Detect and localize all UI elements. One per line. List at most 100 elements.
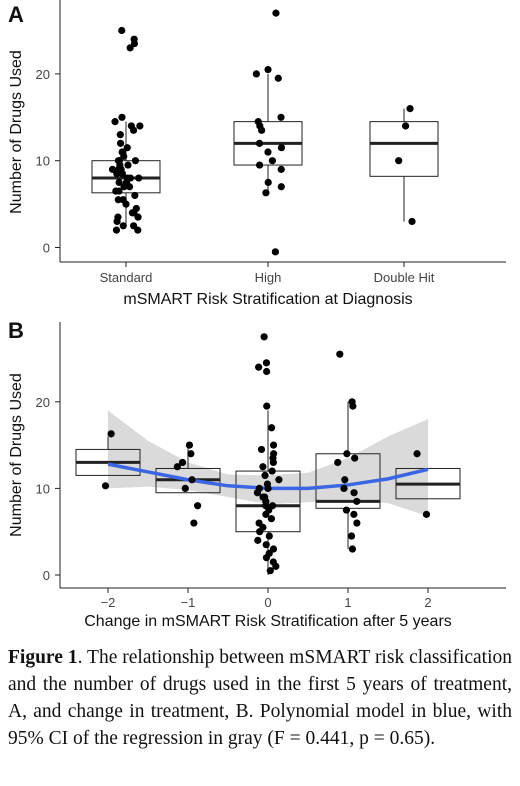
data-point <box>274 74 282 82</box>
panel-b-x-tick-label: −1 <box>181 595 196 610</box>
data-point <box>343 450 351 458</box>
data-point <box>125 183 134 191</box>
data-point <box>342 506 350 514</box>
data-point <box>134 213 142 221</box>
data-point <box>264 484 272 492</box>
data-point <box>261 471 269 480</box>
data-point <box>262 510 270 518</box>
data-point <box>266 567 274 575</box>
data-point <box>116 139 125 147</box>
data-point <box>395 157 403 165</box>
data-point <box>263 367 271 376</box>
data-point <box>113 217 121 226</box>
panel-a: A 0 10 20 Standard High Double Hit mSMART Ri… <box>8 0 506 308</box>
data-point <box>112 187 120 195</box>
data-point <box>134 226 142 234</box>
data-point <box>257 445 266 454</box>
panel-b-boxes <box>75 401 461 575</box>
data-point <box>351 454 359 462</box>
panel-a-x-tick-label: Standard <box>100 270 153 285</box>
data-point <box>118 26 126 35</box>
data-point <box>118 170 127 178</box>
data-point <box>187 450 195 458</box>
panel-a-y-ticks: 0 10 20 <box>36 67 60 256</box>
data-point <box>271 248 279 256</box>
panel-a-y-label: Number of Drugs Used <box>8 50 25 214</box>
data-point <box>413 450 421 458</box>
data-point <box>194 502 202 510</box>
data-point <box>253 489 262 497</box>
data-point <box>118 113 126 121</box>
data-point <box>408 217 416 226</box>
data-point <box>188 476 196 484</box>
panel-b-x-tick-label: −2 <box>101 595 116 610</box>
data-point <box>275 476 283 484</box>
data-point <box>267 515 275 523</box>
panel-b-y-tick-label: 0 <box>43 568 50 583</box>
panel-b-x-tick-label: 0 <box>264 595 271 610</box>
data-point <box>190 519 198 527</box>
data-point <box>255 363 263 371</box>
data-point <box>254 536 262 544</box>
data-point <box>268 157 276 165</box>
data-point <box>268 424 276 432</box>
caption-text: . The relationship between mSMART risk c… <box>8 647 513 749</box>
data-point <box>350 489 358 497</box>
panel-a-label: A <box>8 2 24 27</box>
data-point <box>111 118 119 126</box>
panel-b-label: B <box>8 318 24 343</box>
data-point <box>136 122 144 130</box>
panel-a-x-label: mSMART Risk Stratification at Diagnosis <box>123 291 412 308</box>
data-point <box>185 441 194 449</box>
caption-figure-number: Figure 1 <box>8 647 78 668</box>
data-point <box>277 165 285 173</box>
data-point <box>353 497 361 505</box>
panel-b-x-tick-label: 1 <box>344 595 351 610</box>
data-point <box>173 463 181 471</box>
data-point <box>178 458 187 467</box>
data-point <box>262 554 271 562</box>
data-point <box>262 541 270 549</box>
data-point <box>131 191 139 200</box>
data-point <box>263 402 271 410</box>
data-point <box>265 532 273 540</box>
panel-a-y-tick-label: 10 <box>36 154 50 169</box>
data-point <box>277 113 285 121</box>
data-point <box>120 183 128 191</box>
data-point <box>341 476 349 484</box>
data-point <box>258 126 266 134</box>
data-point <box>112 226 121 234</box>
data-point <box>348 545 357 553</box>
panel-b-y-label: Number of Drugs Used <box>8 373 25 537</box>
data-point <box>262 189 270 197</box>
data-point <box>116 131 124 139</box>
data-point <box>123 144 131 152</box>
data-point <box>252 70 260 78</box>
box-iqr <box>235 470 301 533</box>
figure-caption: Figure 1. The relationship between mSMAR… <box>8 644 512 752</box>
panel-a-x-ticks: Standard High Double Hit <box>100 262 435 285</box>
data-point <box>119 222 127 230</box>
panel-a-y-tick-label: 0 <box>43 241 50 256</box>
panel-b-x-tick-label: 2 <box>424 595 431 610</box>
data-point <box>336 350 344 358</box>
panel-b-y-ticks: 0 10 20 <box>36 395 60 583</box>
panel-b: B 0 10 20 −2 −1 0 1 2 Change in mSMART Risk St… <box>8 318 506 630</box>
data-point <box>264 148 272 156</box>
data-point <box>131 157 140 165</box>
panel-b-y-tick-label: 20 <box>36 395 50 410</box>
panel-b-x-ticks: −2 −1 0 1 2 <box>101 588 432 610</box>
data-point <box>277 183 285 191</box>
data-point <box>277 144 286 152</box>
data-point <box>406 105 414 113</box>
data-point <box>340 484 348 492</box>
data-point <box>260 333 268 341</box>
data-point <box>349 402 357 410</box>
data-point <box>268 467 276 475</box>
panel-b-x-label: Change in mSMART Risk Stratification aft… <box>84 613 452 630</box>
data-point <box>264 178 272 186</box>
data-point <box>269 441 278 449</box>
panel-b-y-tick-label: 10 <box>36 481 50 496</box>
data-point <box>264 65 272 74</box>
data-point <box>262 359 271 367</box>
